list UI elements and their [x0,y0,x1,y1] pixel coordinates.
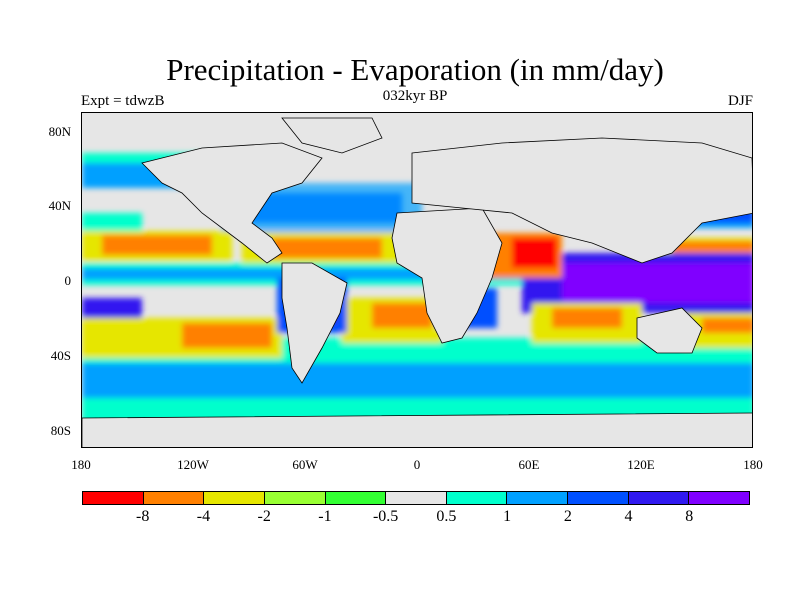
colorbar-box [507,492,569,504]
colorbar-label: -2 [257,508,271,525]
colorbar-box [264,492,326,504]
colorbar-label: 0.5 [436,508,457,525]
chart-subtitle: 032kyr BP [382,88,448,104]
lat-label-80n: 80N [48,124,71,139]
colorbar-box [689,492,750,504]
colorbar-label: -4 [196,508,211,525]
colorbar-label: 2 [563,508,572,525]
experiment-label: Expt = tdwzB [81,93,165,109]
lon-label-60w: 60W [292,457,318,472]
lat-label-0: 0 [64,273,72,288]
continent-outlines [82,117,752,447]
lat-label-40n: 40N [48,198,71,213]
map-plot [81,112,753,448]
lon-label-180w: 180 [71,457,91,472]
colorbar-box [628,492,690,504]
colorbar-box [83,492,144,504]
season-label: DJF [727,93,753,109]
colorbar-label: -8 [136,508,150,525]
colorbar-box [386,492,447,504]
colorbar-box [143,492,205,504]
colorbar-box [568,492,629,504]
colorbar [82,491,750,505]
colorbar-box [325,492,387,504]
lat-label-40s: 40S [50,348,71,363]
lon-label-0: 0 [413,457,421,472]
colorbar-label: 1 [503,508,512,525]
colorbar-box [204,492,265,504]
colorbar-label: -0.5 [372,508,399,525]
lat-label-80s: 80S [50,423,71,438]
precipitation-map [82,113,752,447]
lon-label-180e: 180 [743,457,763,472]
colorbar-box [446,492,508,504]
chart-title: Precipitation - Evaporation (in mm/day) [166,52,664,87]
colorbar-label: 4 [624,508,633,525]
colorbar-label: -1 [318,508,332,525]
colorbar-label: 8 [685,508,694,525]
lon-label-120e: 120E [627,457,655,472]
lon-label-120w: 120W [177,457,209,472]
lon-label-60e: 60E [518,457,540,472]
